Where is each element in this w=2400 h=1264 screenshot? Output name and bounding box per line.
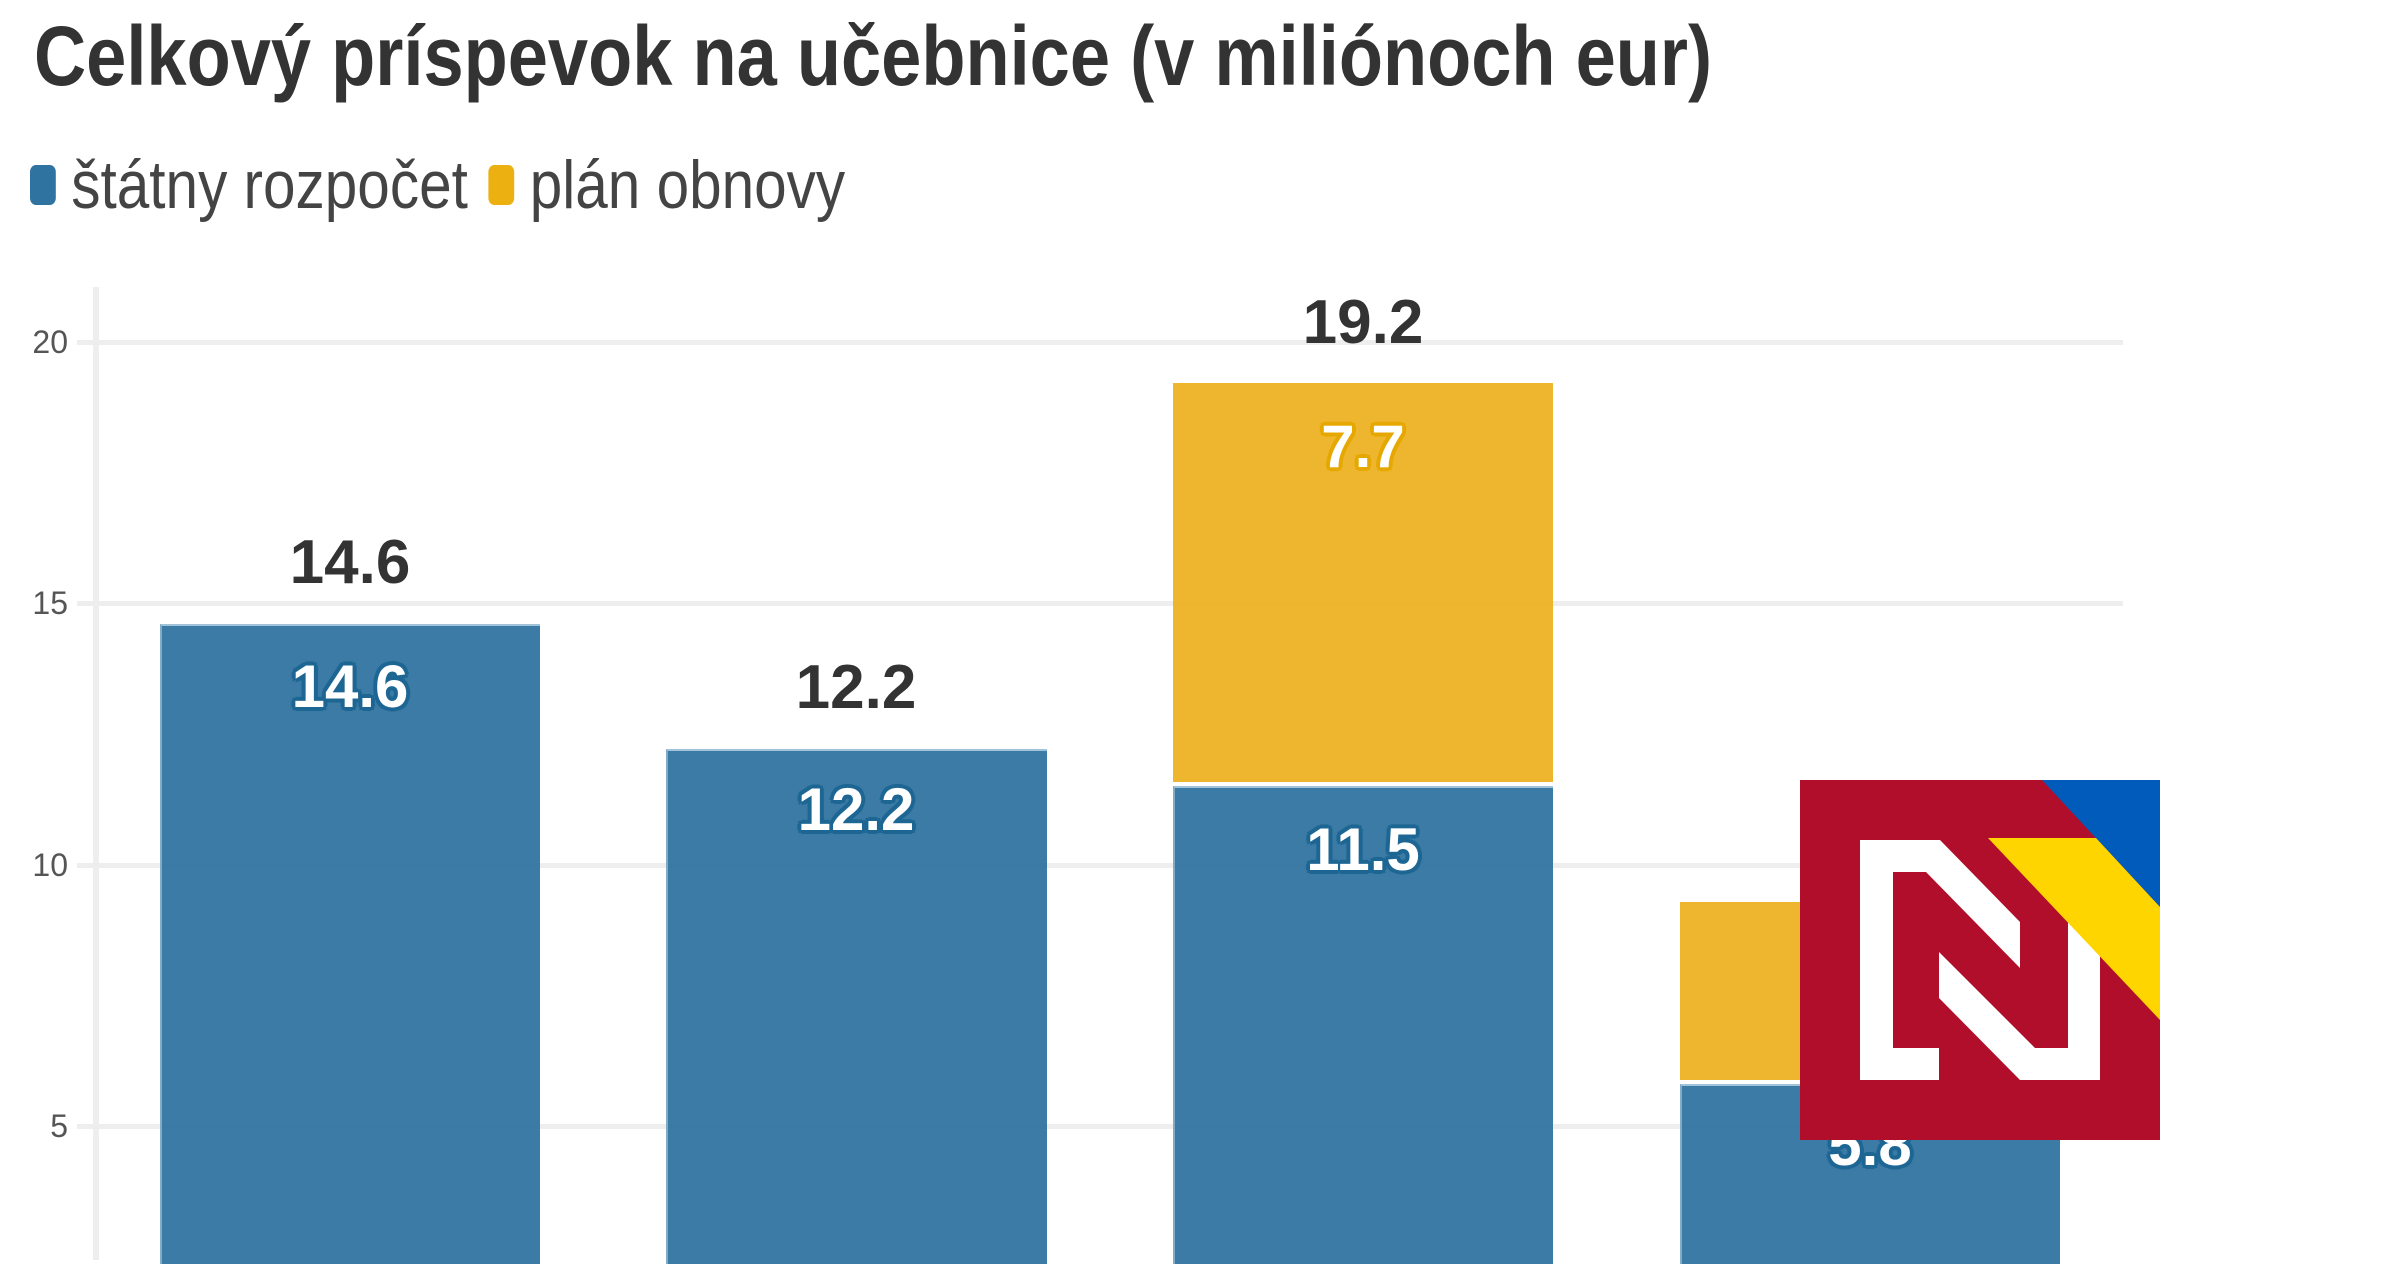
legend-swatch-blue-icon xyxy=(30,165,56,205)
bar-3-total-label: 19.2 xyxy=(1302,288,1424,357)
bar-3-plan-obnovy[interactable] xyxy=(1173,383,1553,786)
y-tick-label: 10 xyxy=(32,847,68,883)
gridline-10 xyxy=(77,863,2123,868)
bar-3-blue-segment-label: 11.5 xyxy=(1306,816,1420,883)
y-tick-label: 15 xyxy=(32,585,68,621)
bar-2-segment-label: 12.2 xyxy=(797,776,915,843)
bar-1-total-label: 14.6 xyxy=(289,528,411,597)
legend-swatch-yellow-icon xyxy=(488,165,515,205)
legend: štátny rozpočet plán obnovy xyxy=(30,140,866,230)
y-tick-label: 20 xyxy=(32,324,68,360)
bar-1-segment-label: 14.6 xyxy=(291,653,409,720)
bar-2-statny-rozpocet[interactable] xyxy=(666,749,1047,1264)
y-tick-label: 5 xyxy=(50,1108,68,1144)
legend-label: plán obnovy xyxy=(529,147,846,223)
gridline-15 xyxy=(77,601,2123,606)
legend-item-plan-obnovy[interactable]: plán obnovy xyxy=(488,146,845,224)
bar-1-statny-rozpocet[interactable] xyxy=(160,624,540,1264)
gridline-5 xyxy=(77,1124,2123,1129)
legend-label: štátny rozpočet xyxy=(71,147,468,223)
bar-3-yellow-segment-label: 7.7 xyxy=(1321,413,1405,480)
bar-2-total-label: 12.2 xyxy=(795,653,917,722)
chart-title: Celkový príspevok na učebnice (v milióno… xyxy=(34,9,1713,103)
legend-item-statny-rozpocet[interactable]: štátny rozpočet xyxy=(30,146,468,224)
y-axis-line xyxy=(93,287,99,1260)
dennik-n-logo-icon xyxy=(1800,780,2160,1140)
gridline-20 xyxy=(77,340,2123,345)
bar-3-statny-rozpocet[interactable] xyxy=(1173,786,1553,1264)
